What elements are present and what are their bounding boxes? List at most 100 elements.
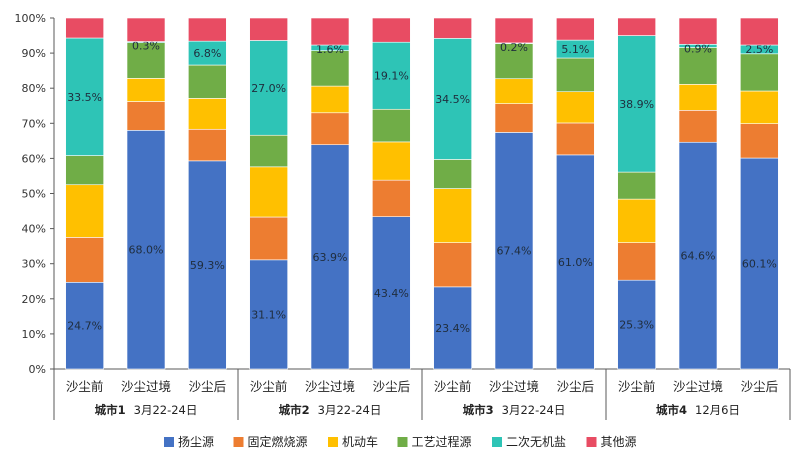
group-label: 城市2 3月22-24日 bbox=[279, 403, 382, 417]
legend-swatch bbox=[397, 437, 408, 447]
group-label: 城市4 12月6日 bbox=[656, 403, 740, 417]
bar-segment bbox=[249, 166, 288, 218]
bar-segment bbox=[617, 198, 656, 243]
data-label: 0.2% bbox=[500, 41, 528, 54]
data-label: 25.3% bbox=[619, 319, 654, 332]
data-label: 38.9% bbox=[619, 98, 654, 111]
data-label: 59.3% bbox=[190, 259, 225, 272]
x-category-label: 沙尘前 bbox=[250, 379, 288, 394]
group-city: 城市3 bbox=[463, 403, 494, 417]
bar-segment bbox=[372, 41, 411, 110]
group-label: 城市3 3月22-24日 bbox=[463, 403, 566, 417]
x-category-label: 沙尘后 bbox=[741, 379, 779, 394]
bar-segment bbox=[188, 160, 227, 370]
bar-segment bbox=[556, 154, 595, 370]
bar-segment bbox=[433, 17, 472, 39]
bar-segment bbox=[617, 279, 656, 370]
data-label: 6.8% bbox=[193, 47, 221, 60]
y-tick-label: 60% bbox=[22, 152, 46, 165]
bar-segment bbox=[556, 57, 595, 93]
bar-segment bbox=[249, 17, 288, 41]
bar-segment bbox=[556, 122, 595, 156]
x-category-label: 沙尘过境 bbox=[673, 379, 723, 394]
bar-segment bbox=[556, 91, 595, 124]
bar-segment bbox=[617, 242, 656, 281]
x-category-label: 沙尘后 bbox=[373, 379, 411, 394]
data-label: 60.1% bbox=[742, 258, 777, 271]
bar-segment bbox=[249, 134, 288, 168]
data-label: 43.4% bbox=[374, 287, 409, 300]
y-tick-label: 40% bbox=[22, 223, 46, 236]
legend-label: 工艺过程源 bbox=[412, 434, 472, 449]
bar-segment bbox=[310, 17, 350, 46]
data-label: 23.4% bbox=[435, 322, 470, 335]
group-date: 3月22-24日 bbox=[318, 403, 382, 417]
group-date: 3月22-24日 bbox=[134, 403, 198, 417]
x-category-label: 沙尘过境 bbox=[489, 379, 539, 394]
bar-segment bbox=[494, 17, 534, 44]
legend-label: 扬尘源 bbox=[178, 434, 214, 449]
bar-segment bbox=[249, 259, 288, 370]
legend-swatch bbox=[328, 437, 338, 447]
bar-segment bbox=[372, 17, 411, 43]
bar-segment bbox=[494, 132, 534, 370]
bar-segment bbox=[249, 216, 288, 261]
bar-segment bbox=[372, 108, 411, 143]
bar-segment bbox=[433, 159, 472, 189]
bar-segment bbox=[126, 42, 166, 79]
bar-segment bbox=[433, 242, 472, 288]
data-label: 27.0% bbox=[251, 82, 286, 95]
data-label: 5.1% bbox=[561, 43, 589, 56]
bar-segment bbox=[126, 78, 166, 102]
x-category-label: 沙尘后 bbox=[189, 379, 227, 394]
bar-segment bbox=[310, 50, 350, 87]
bar-segment bbox=[494, 43, 534, 80]
group-city: 城市4 bbox=[656, 403, 687, 417]
bar-segment bbox=[65, 155, 104, 186]
data-label: 67.4% bbox=[497, 245, 532, 258]
x-category-label: 沙尘过境 bbox=[121, 379, 171, 394]
bar-segment bbox=[740, 53, 779, 92]
bar-segment bbox=[126, 101, 166, 131]
y-tick-label: 50% bbox=[22, 188, 46, 201]
data-label: 63.9% bbox=[313, 251, 348, 264]
x-category-label: 沙尘后 bbox=[557, 379, 595, 394]
bar-segment bbox=[678, 17, 718, 45]
bar-segment bbox=[310, 144, 350, 370]
bar-segment bbox=[617, 17, 656, 36]
group-date: 3月22-24日 bbox=[502, 403, 566, 417]
data-label: 19.1% bbox=[374, 70, 409, 83]
bar-segment bbox=[494, 103, 534, 133]
x-category-label: 沙尘过境 bbox=[305, 379, 355, 394]
bar-segment bbox=[65, 237, 104, 283]
group-city: 城市2 bbox=[279, 403, 310, 417]
legend-swatch bbox=[164, 437, 174, 447]
data-label: 0.9% bbox=[684, 42, 712, 55]
bar-segment bbox=[65, 282, 104, 370]
y-tick-label: 20% bbox=[22, 293, 46, 306]
data-label: 34.5% bbox=[435, 93, 470, 106]
bar-segment bbox=[372, 216, 411, 370]
bar-segment bbox=[188, 98, 227, 130]
legend-label: 其他源 bbox=[601, 435, 637, 449]
legend-label: 机动车 bbox=[342, 434, 378, 449]
bar-segment bbox=[65, 37, 104, 156]
bar-segment bbox=[65, 17, 104, 39]
data-label: 61.0% bbox=[558, 256, 593, 269]
data-label: 24.7% bbox=[67, 320, 102, 333]
legend-swatch bbox=[233, 437, 244, 447]
group-label: 城市1 3月22-24日 bbox=[95, 403, 198, 417]
legend-label: 固定燃烧源 bbox=[248, 434, 308, 449]
bar-segment bbox=[65, 184, 104, 238]
data-label: 0.3% bbox=[132, 40, 160, 53]
x-category-label: 沙尘前 bbox=[618, 379, 656, 394]
y-tick-label: 80% bbox=[22, 82, 46, 95]
bar-segment bbox=[740, 157, 779, 370]
x-category-label: 沙尘前 bbox=[66, 379, 104, 394]
bar-segment bbox=[678, 47, 718, 85]
y-tick-label: 100% bbox=[15, 12, 46, 25]
data-label: 33.5% bbox=[67, 91, 102, 104]
y-tick-label: 10% bbox=[22, 328, 46, 341]
bar-segment bbox=[678, 110, 718, 143]
